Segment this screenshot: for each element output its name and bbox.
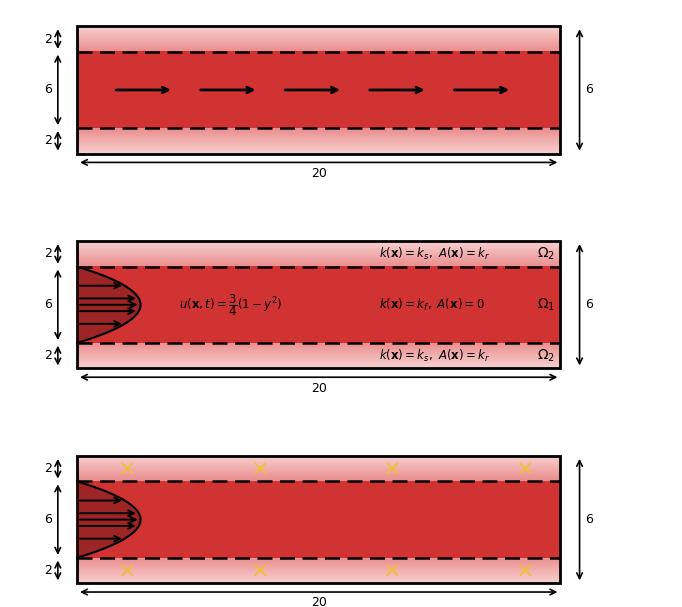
Bar <box>77 456 560 583</box>
Text: 2: 2 <box>44 134 52 148</box>
Text: $\Omega_2$: $\Omega_2$ <box>537 347 555 364</box>
Text: 6: 6 <box>586 298 593 311</box>
Text: 6: 6 <box>586 513 593 526</box>
Text: $\times$: $\times$ <box>117 459 134 479</box>
Text: $k(\mathbf{x})=k_s,\ A(\mathbf{x})=k_r$: $k(\mathbf{x})=k_s,\ A(\mathbf{x})=k_r$ <box>379 246 490 262</box>
Polygon shape <box>77 481 140 558</box>
Text: 2: 2 <box>44 463 52 475</box>
Text: 20: 20 <box>311 167 327 180</box>
Text: $\Omega_1$: $\Omega_1$ <box>537 297 555 313</box>
Text: $\times$: $\times$ <box>515 560 533 580</box>
Bar <box>77 27 560 154</box>
Text: $\times$: $\times$ <box>383 459 400 479</box>
Text: $\times$: $\times$ <box>250 560 267 580</box>
Text: $k(\mathbf{x})=k_f,\ A(\mathbf{x})=0$: $k(\mathbf{x})=k_f,\ A(\mathbf{x})=0$ <box>379 297 485 313</box>
Text: 2: 2 <box>44 248 52 260</box>
Text: 20: 20 <box>311 382 327 395</box>
Text: 6: 6 <box>44 298 52 311</box>
Text: 6: 6 <box>44 83 52 97</box>
Text: 2: 2 <box>44 349 52 362</box>
Text: $\Omega_2$: $\Omega_2$ <box>537 246 555 262</box>
Text: 6: 6 <box>44 513 52 526</box>
Text: 2: 2 <box>44 33 52 46</box>
Text: $\times$: $\times$ <box>515 459 533 479</box>
Text: 20: 20 <box>311 597 327 607</box>
Polygon shape <box>77 266 140 343</box>
Text: $u(\mathbf{x},t)=\dfrac{3}{4}(1-y^2)$: $u(\mathbf{x},t)=\dfrac{3}{4}(1-y^2)$ <box>179 292 282 317</box>
Text: 2: 2 <box>44 564 52 577</box>
Text: 6: 6 <box>586 83 593 97</box>
Text: $k(\mathbf{x})=k_s,\ A(\mathbf{x})=k_r$: $k(\mathbf{x})=k_s,\ A(\mathbf{x})=k_r$ <box>379 348 490 364</box>
Bar <box>77 241 560 368</box>
Text: $\times$: $\times$ <box>383 560 400 580</box>
Text: $\times$: $\times$ <box>117 560 134 580</box>
Text: $\times$: $\times$ <box>250 459 267 479</box>
